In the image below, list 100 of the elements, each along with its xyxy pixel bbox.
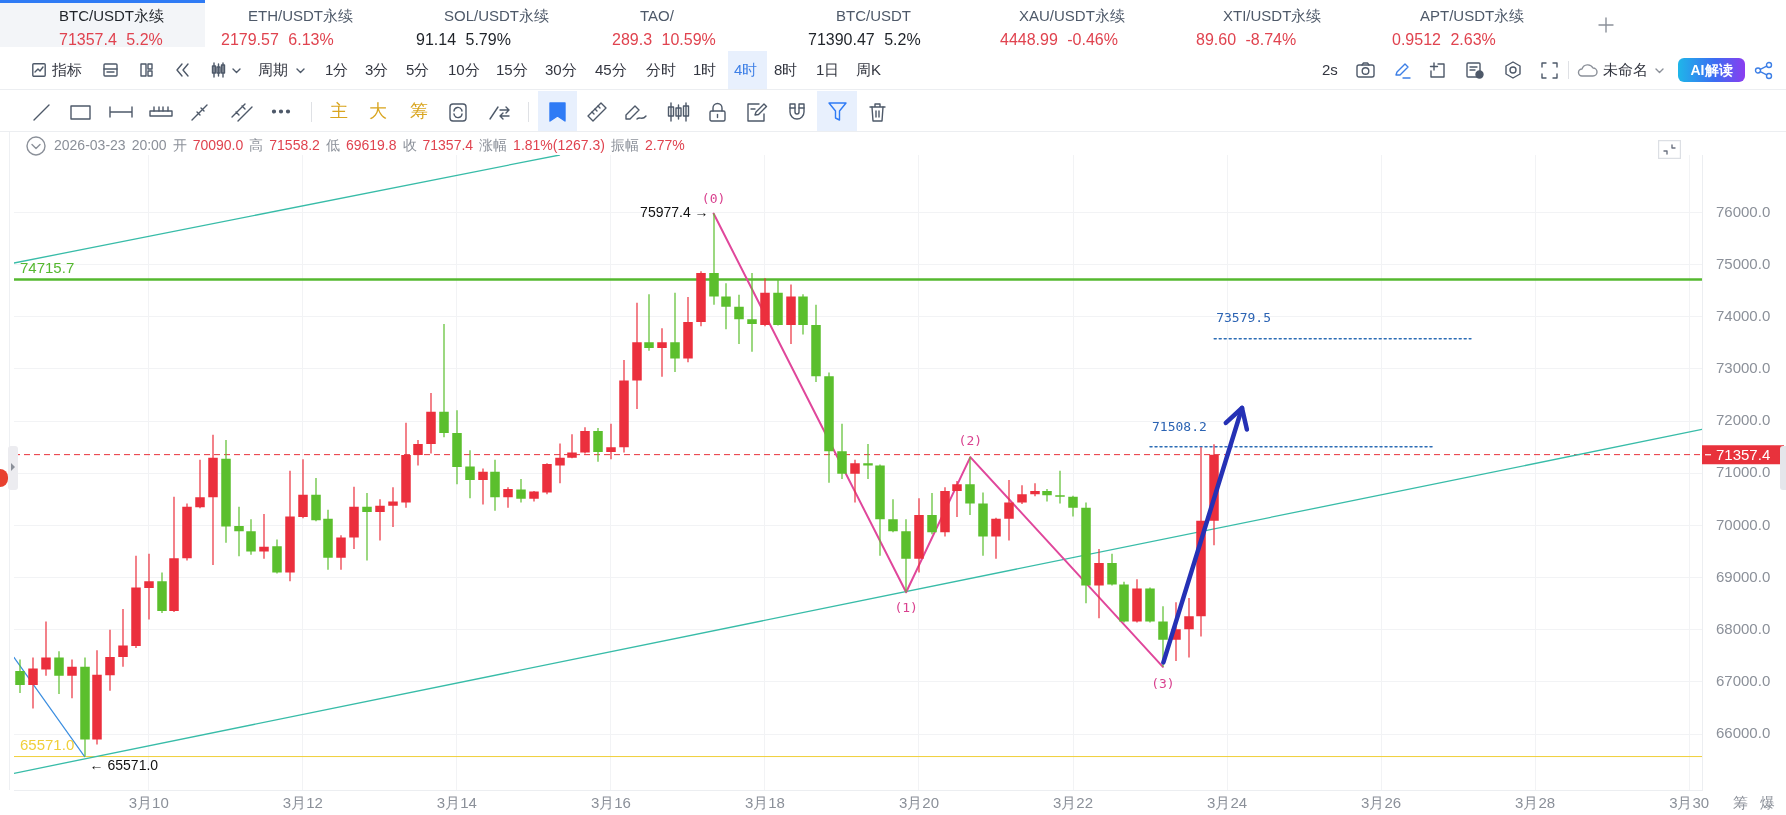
y-tick-label: 67000.0 — [1716, 672, 1771, 690]
candlestick — [542, 463, 552, 495]
candlestick — [28, 657, 38, 709]
candlestick — [54, 651, 64, 694]
annotation: 71508.2 — [1152, 419, 1207, 435]
text: APT/USDT永续 — [1420, 7, 1525, 25]
y-tick-label: 69000.0 — [1716, 567, 1771, 585]
x-tick-label: 3月30 — [1669, 794, 1710, 812]
candlestick — [1132, 579, 1142, 623]
candlestick — [978, 492, 988, 556]
candlestick — [837, 423, 847, 480]
candlestick — [426, 392, 436, 454]
candlestick — [452, 410, 462, 485]
text: BTC/USDT永续 — [59, 7, 164, 25]
candlestick — [375, 499, 385, 541]
candlestick — [246, 519, 256, 555]
candlestick — [41, 621, 51, 676]
candlestick — [259, 513, 269, 559]
candlestick — [272, 539, 282, 574]
annotation: ← 65571.0 — [89, 757, 159, 774]
candlestick — [311, 477, 321, 522]
text: XAU/USDT永续 — [1019, 7, 1125, 25]
candlestick — [824, 372, 834, 483]
candlestick — [619, 360, 629, 453]
text: 1日 — [816, 61, 840, 79]
candlestick — [67, 659, 77, 699]
annotation: 75977.4 → — [640, 204, 709, 221]
candlestick — [234, 506, 244, 557]
candlestick — [182, 503, 192, 561]
text: 未命名 — [1603, 61, 1648, 79]
y-tick-label: 74000.0 — [1716, 306, 1771, 324]
candlestick — [696, 271, 706, 327]
candlestick — [490, 459, 500, 511]
candlestick — [657, 328, 667, 377]
y-tick-label: 72000.0 — [1716, 411, 1771, 429]
candlestick — [786, 284, 796, 344]
candlestick — [593, 427, 603, 462]
y-tick-label: 70000.0 — [1716, 515, 1771, 533]
x-tick-label: 3月10 — [128, 794, 169, 812]
candlestick — [798, 294, 808, 335]
candlestick — [1004, 480, 1014, 541]
candlestick — [952, 481, 962, 518]
candlestick — [1068, 495, 1078, 517]
candlestick — [1081, 502, 1091, 604]
candlestick — [105, 629, 115, 691]
text: 爆 — [1760, 794, 1775, 812]
candlestick — [388, 487, 398, 528]
text: 1时 — [693, 61, 717, 79]
x-tick-label: 3月28 — [1515, 794, 1556, 812]
candlestick — [914, 498, 924, 573]
y-tick-label: 75000.0 — [1716, 254, 1771, 272]
candlestick — [529, 491, 539, 502]
text: 周K — [856, 61, 882, 79]
x-tick-label: 3月16 — [590, 794, 631, 812]
candlestick — [734, 294, 744, 344]
candlestick — [644, 294, 654, 351]
candlestick — [221, 439, 231, 543]
y-tick-label: 68000.0 — [1716, 619, 1771, 637]
candlestick — [850, 459, 860, 503]
candlestick — [1030, 483, 1040, 497]
candlestick — [144, 553, 154, 620]
candlestick — [439, 324, 449, 438]
candlestick — [927, 493, 937, 535]
x-tick-label: 3月22 — [1053, 794, 1094, 812]
text: ETH/USDT永续 — [248, 7, 353, 25]
candlestick — [1119, 581, 1129, 623]
candlestick — [683, 296, 693, 363]
text: 89.60 -8.74% — [1196, 30, 1297, 50]
candlestick — [1184, 597, 1194, 658]
text: 大 — [369, 101, 387, 123]
candlestick — [1107, 553, 1117, 586]
text: 筹 — [410, 101, 428, 123]
text: 指标 — [52, 61, 82, 79]
candlestick — [940, 487, 950, 537]
text: 0.9512 2.63% — [1392, 30, 1496, 50]
candlestick — [465, 450, 475, 499]
candlestick — [362, 493, 372, 561]
text: 15分 — [496, 61, 528, 79]
text: 71390.47 5.2% — [808, 30, 921, 50]
candlestick — [1042, 488, 1052, 502]
candlestick — [760, 278, 770, 327]
text: 主 — [330, 101, 348, 123]
candlestick — [965, 457, 975, 516]
ref-line-label: 65571.0 — [20, 735, 75, 753]
y-tick-label: 66000.0 — [1716, 724, 1771, 742]
text: 4448.99 -0.46% — [1000, 30, 1118, 50]
y-tick-label: 73000.0 — [1716, 359, 1771, 377]
candlestick — [811, 304, 821, 382]
text: 71357.4 5.2% — [59, 30, 163, 50]
candlestick — [323, 509, 333, 570]
candlestick — [503, 487, 513, 508]
text: 周期 — [258, 61, 288, 79]
text: 1分 — [325, 61, 349, 79]
x-tick-label: 3月20 — [898, 794, 939, 812]
candlestick — [285, 470, 295, 582]
text: 30分 — [545, 61, 577, 79]
text: 4时 — [734, 61, 758, 79]
candlestick — [92, 650, 102, 745]
text: 分时 — [646, 61, 676, 79]
candlestick — [118, 608, 128, 667]
